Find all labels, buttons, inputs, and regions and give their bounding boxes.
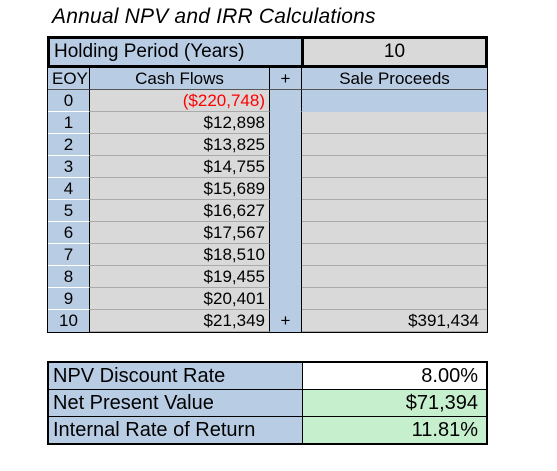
plus-cell	[270, 112, 302, 134]
sale-proceeds-cell[interactable]	[302, 90, 487, 112]
irr-value: 11.81%	[303, 417, 486, 443]
eoy-cell: 7	[48, 244, 90, 266]
table-row: 8 $19,455	[48, 266, 487, 288]
irr-label: Internal Rate of Return	[49, 417, 303, 443]
cash-flow-cell[interactable]: $20,401	[90, 288, 270, 310]
cash-flow-cell[interactable]: $15,689	[90, 178, 270, 200]
eoy-cell: 1	[48, 112, 90, 134]
sale-proceeds-cell[interactable]	[302, 112, 487, 134]
table-row: 1 $12,898	[48, 112, 487, 134]
cash-flow-cell[interactable]: $18,510	[90, 244, 270, 266]
sale-proceeds-cell[interactable]	[302, 134, 487, 156]
results-table: NPV Discount Rate 8.00% Net Present Valu…	[47, 361, 488, 445]
cash-flow-cell[interactable]: $13,825	[90, 134, 270, 156]
table-row: 0 ($220,748)	[48, 90, 487, 112]
plus-cell	[270, 90, 302, 112]
eoy-cell: 8	[48, 266, 90, 288]
holding-period-value[interactable]: 10	[304, 39, 485, 65]
discount-rate-row: NPV Discount Rate 8.00%	[49, 363, 486, 389]
plus-cell	[270, 288, 302, 310]
irr-row: Internal Rate of Return 11.81%	[49, 416, 486, 443]
sale-proceeds-cell[interactable]: $391,434	[302, 310, 487, 332]
table-row: 9 $20,401	[48, 288, 487, 310]
plus-cell	[270, 156, 302, 178]
table-row: 6 $17,567	[48, 222, 487, 244]
plus-cell	[270, 244, 302, 266]
header-plus: +	[270, 68, 302, 90]
cash-flow-cell[interactable]: $16,627	[90, 200, 270, 222]
sale-proceeds-cell[interactable]	[302, 156, 487, 178]
sale-proceeds-cell[interactable]	[302, 222, 487, 244]
eoy-cell: 4	[48, 178, 90, 200]
sale-proceeds-cell[interactable]	[302, 244, 487, 266]
table-row: 7 $18,510	[48, 244, 487, 266]
sheet-title: Annual NPV and IRR Calculations	[52, 5, 376, 28]
table-row: 2 $13,825	[48, 134, 487, 156]
plus-cell	[270, 266, 302, 288]
plus-cell	[270, 178, 302, 200]
eoy-cell: 3	[48, 156, 90, 178]
npv-label: Net Present Value	[49, 390, 303, 416]
header-sale-proceeds: Sale Proceeds	[302, 68, 487, 90]
eoy-cell: 10	[48, 310, 90, 332]
header-row: EOY Cash Flows + Sale Proceeds	[48, 68, 487, 90]
sale-proceeds-cell[interactable]	[302, 178, 487, 200]
cash-flow-grid: EOY Cash Flows + Sale Proceeds 0 ($220,7…	[47, 68, 488, 333]
discount-rate-value[interactable]: 8.00%	[303, 363, 486, 389]
cash-flow-table: Holding Period (Years) 10 EOY Cash Flows…	[47, 36, 488, 333]
npv-value: $71,394	[303, 390, 486, 416]
table-row: 3 $14,755	[48, 156, 487, 178]
eoy-cell: 5	[48, 200, 90, 222]
plus-cell	[270, 222, 302, 244]
discount-rate-label: NPV Discount Rate	[49, 363, 303, 389]
eoy-cell: 9	[48, 288, 90, 310]
eoy-cell: 2	[48, 134, 90, 156]
plus-cell	[270, 134, 302, 156]
sale-proceeds-cell[interactable]	[302, 266, 487, 288]
cash-flow-cell[interactable]: ($220,748)	[90, 90, 270, 112]
cash-flow-cell[interactable]: $14,755	[90, 156, 270, 178]
header-eoy: EOY	[48, 68, 90, 90]
sale-proceeds-cell[interactable]	[302, 288, 487, 310]
table-row: 4 $15,689	[48, 178, 487, 200]
table-row: 5 $16,627	[48, 200, 487, 222]
eoy-cell: 0	[48, 90, 90, 112]
sale-proceeds-cell[interactable]	[302, 200, 487, 222]
cash-flow-cell[interactable]: $17,567	[90, 222, 270, 244]
eoy-cell: 6	[48, 222, 90, 244]
cash-flow-cell[interactable]: $21,349	[90, 310, 270, 332]
holding-period-row: Holding Period (Years) 10	[47, 36, 488, 68]
cash-flow-cell[interactable]: $12,898	[90, 112, 270, 134]
holding-period-label: Holding Period (Years)	[50, 39, 304, 65]
cash-flow-cell[interactable]: $19,455	[90, 266, 270, 288]
npv-row: Net Present Value $71,394	[49, 389, 486, 416]
plus-cell: +	[270, 310, 302, 332]
plus-cell	[270, 200, 302, 222]
header-cash-flows: Cash Flows	[90, 68, 270, 90]
table-row: 10 $21,349 + $391,434	[48, 310, 487, 332]
